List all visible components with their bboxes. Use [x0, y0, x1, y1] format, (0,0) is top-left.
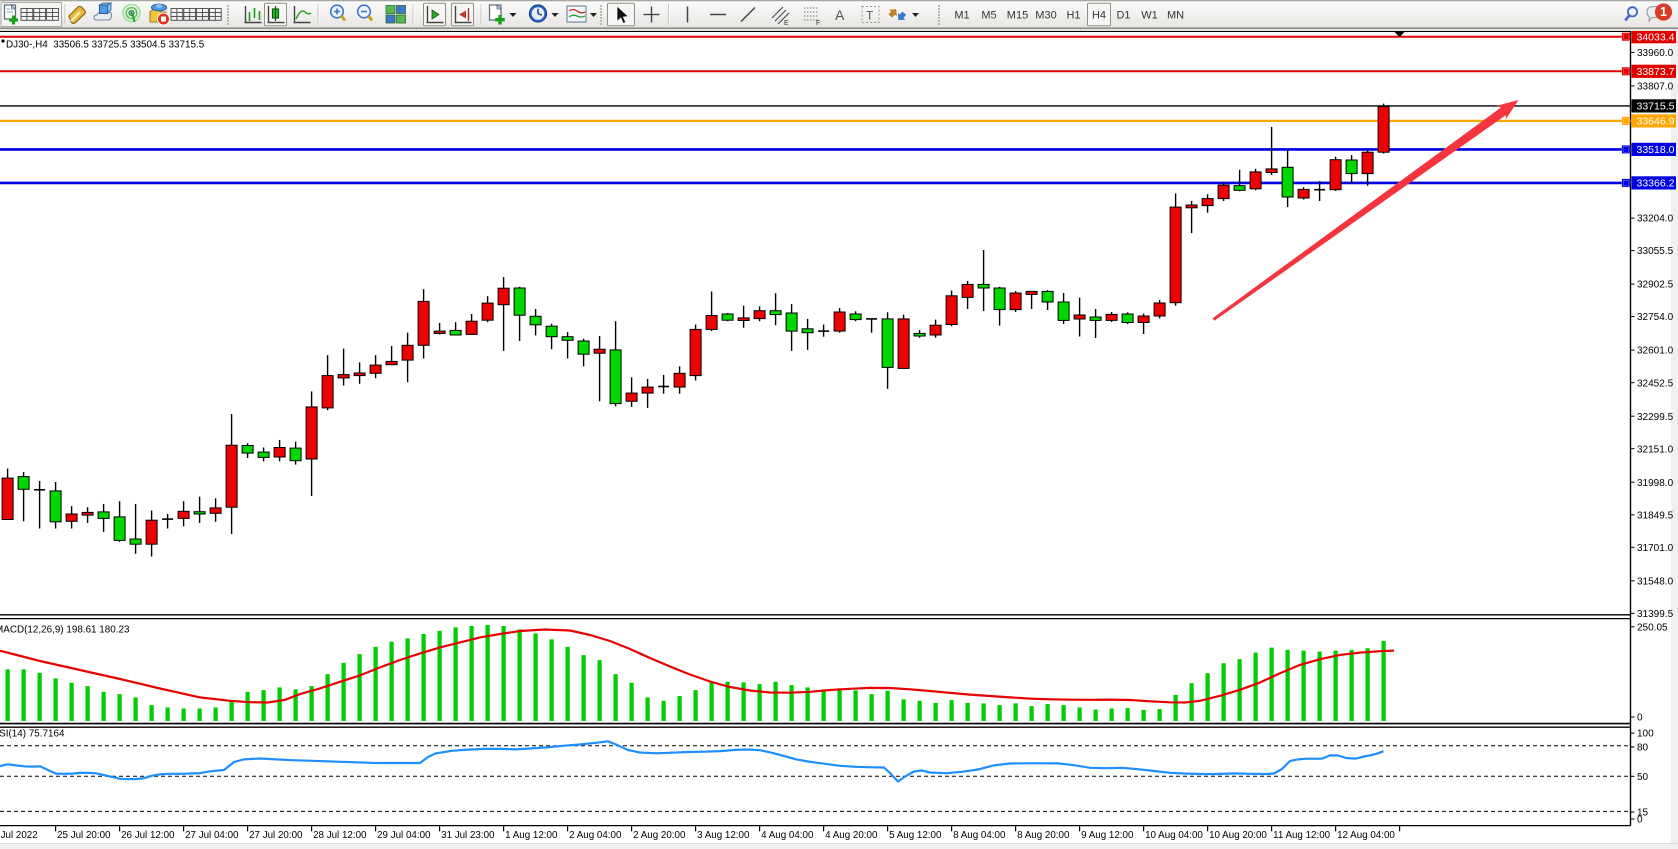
svg-text:33055.5: 33055.5 — [1637, 246, 1674, 257]
svg-text:100: 100 — [1637, 729, 1654, 740]
svg-text:27 Jul 04:00: 27 Jul 04:00 — [185, 830, 239, 841]
svg-text:28 Jul 12:00: 28 Jul 12:00 — [313, 830, 367, 841]
svg-text:E: E — [784, 20, 789, 27]
svg-text:33960.0: 33960.0 — [1637, 48, 1674, 59]
svg-text:25 Jul 20:00: 25 Jul 20:00 — [57, 830, 111, 841]
svg-text:MN: MN — [1167, 10, 1184, 22]
svg-text:33807.0: 33807.0 — [1637, 82, 1674, 93]
svg-text:4 Aug 04:00: 4 Aug 04:00 — [761, 830, 814, 841]
svg-text:8 Aug 04:00: 8 Aug 04:00 — [953, 830, 1006, 841]
svg-text:33715.5: 33715.5 — [1637, 101, 1675, 113]
svg-text:1 Aug 12:00: 1 Aug 12:00 — [505, 830, 558, 841]
svg-text:11 Aug 12:00: 11 Aug 12:00 — [1273, 830, 1331, 841]
svg-text:31 Jul 23:00: 31 Jul 23:00 — [441, 830, 495, 841]
svg-text:27 Jul 20:00: 27 Jul 20:00 — [249, 830, 303, 841]
svg-text:32151.0: 32151.0 — [1637, 444, 1674, 455]
svg-text:4 Aug 20:00: 4 Aug 20:00 — [825, 830, 878, 841]
svg-text:9 Aug 12:00: 9 Aug 12:00 — [1081, 830, 1134, 841]
svg-text:31548.0: 31548.0 — [1637, 576, 1674, 587]
svg-text:RSI(14) 75.7164: RSI(14) 75.7164 — [0, 729, 65, 740]
svg-text:29 Jul 04:00: 29 Jul 04:00 — [377, 830, 431, 841]
svg-text:50: 50 — [1637, 772, 1649, 783]
svg-text:32299.5: 32299.5 — [1637, 412, 1674, 423]
svg-text:31701.0: 31701.0 — [1637, 543, 1674, 554]
svg-text:32601.0: 32601.0 — [1637, 346, 1674, 357]
svg-text:250.05: 250.05 — [1637, 622, 1668, 633]
svg-text:34033.4: 34033.4 — [1637, 32, 1675, 44]
svg-text:H1: H1 — [1066, 10, 1080, 22]
svg-text:3 Aug 12:00: 3 Aug 12:00 — [697, 830, 750, 841]
svg-text:10 Aug 20:00: 10 Aug 20:00 — [1209, 830, 1267, 841]
svg-text:D1: D1 — [1116, 10, 1130, 22]
svg-text:F: F — [816, 20, 820, 27]
svg-text:A: A — [835, 7, 845, 23]
svg-text:32902.5: 32902.5 — [1637, 280, 1674, 291]
svg-text:12 Aug 04:00: 12 Aug 04:00 — [1337, 830, 1395, 841]
svg-text:1: 1 — [1660, 5, 1667, 19]
svg-text:25 Jul 2022: 25 Jul 2022 — [0, 830, 38, 841]
svg-text:T: T — [866, 9, 874, 23]
svg-text:33646.9: 33646.9 — [1637, 116, 1675, 128]
svg-text:H4: H4 — [1092, 10, 1106, 22]
svg-text:33366.2: 33366.2 — [1637, 178, 1675, 190]
svg-text:W1: W1 — [1141, 10, 1158, 22]
svg-text:33204.0: 33204.0 — [1637, 214, 1674, 225]
svg-text:33518.0: 33518.0 — [1637, 144, 1675, 156]
svg-text:2 Aug 04:00: 2 Aug 04:00 — [569, 830, 622, 841]
svg-text:M30: M30 — [1035, 10, 1056, 22]
svg-text:10 Aug 04:00: 10 Aug 04:00 — [1145, 830, 1203, 841]
svg-text:32754.0: 32754.0 — [1637, 312, 1674, 323]
svg-text:31399.5: 31399.5 — [1637, 609, 1674, 620]
svg-text:DJ30-,H4 33506.5 33725.5 3350: DJ30-,H4 33506.5 33725.5 33504.5 33715.5 — [6, 40, 205, 51]
svg-text:8 Aug 20:00: 8 Aug 20:00 — [1017, 830, 1070, 841]
svg-text:32452.5: 32452.5 — [1637, 378, 1674, 389]
svg-text:M15: M15 — [1007, 10, 1028, 22]
svg-text:0: 0 — [1637, 815, 1643, 826]
svg-text:31998.0: 31998.0 — [1637, 478, 1674, 489]
svg-text:M5: M5 — [981, 10, 996, 22]
svg-text:M1: M1 — [954, 10, 969, 22]
svg-text:2 Aug 20:00: 2 Aug 20:00 — [633, 830, 686, 841]
svg-text:31849.5: 31849.5 — [1637, 510, 1674, 521]
svg-text:15: 15 — [1637, 808, 1649, 819]
svg-text:80: 80 — [1637, 743, 1649, 754]
svg-text:26 Jul 12:00: 26 Jul 12:00 — [121, 830, 175, 841]
svg-text:MACD(12,26,9) 198.61 180.23: MACD(12,26,9) 198.61 180.23 — [0, 625, 130, 636]
svg-text:33873.7: 33873.7 — [1637, 66, 1675, 78]
svg-text:0: 0 — [1637, 713, 1643, 724]
svg-text:5 Aug 12:00: 5 Aug 12:00 — [889, 830, 942, 841]
